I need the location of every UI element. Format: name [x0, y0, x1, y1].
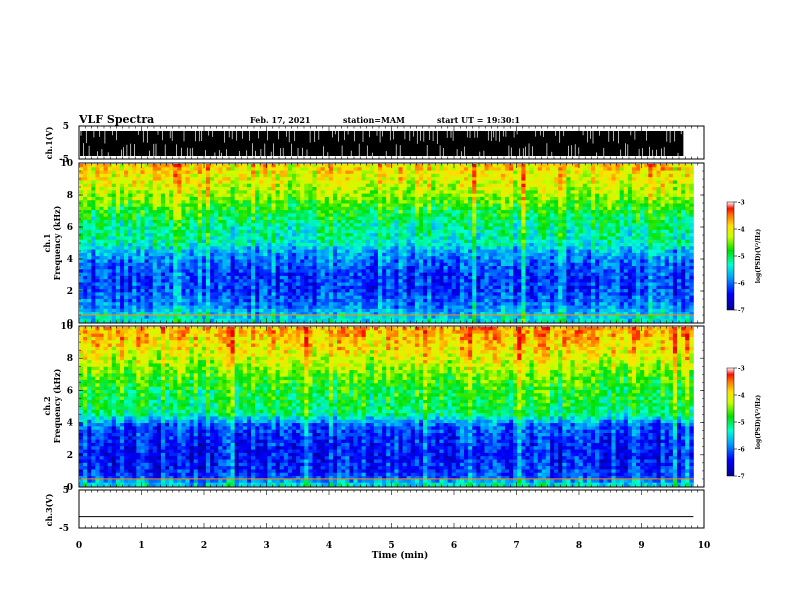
figure-title: VLF Spectra — [79, 113, 155, 126]
ch1-spec-ylabel-frequency: Frequency (kHz) — [52, 205, 62, 280]
x-tick-label: 6 — [451, 541, 457, 551]
colorbar-tick-label: -4 — [738, 227, 745, 234]
colorbar-tick-label: -7 — [738, 474, 745, 481]
colorbar-tick-label: -3 — [738, 366, 745, 373]
ch2-colorbar-label: log(PSD)(V²/Hz) — [755, 395, 762, 450]
colorbar-tick-label: -4 — [738, 393, 745, 400]
start-time-label: start UT = 19:30:1 — [437, 115, 521, 125]
x-axis-label: Time (min) — [372, 550, 429, 561]
y-tick-label: 6 — [67, 223, 73, 233]
colorbar-tick-label: -6 — [738, 281, 745, 288]
ch2-spec-ylabel-channel: ch.2 — [42, 396, 52, 415]
y-tick-label: 4 — [67, 255, 73, 265]
ch3-ylabel: ch.3(V) — [44, 493, 54, 526]
y-tick-label: 4 — [67, 419, 73, 429]
ch1-colorbar — [726, 201, 735, 311]
x-tick-label: 7 — [513, 541, 519, 551]
x-tick-label: 10 — [698, 541, 711, 551]
ch1-spectrogram-image — [79, 164, 694, 323]
y-tick-label: 5 — [63, 486, 69, 496]
y-tick-label: 0 — [67, 319, 73, 329]
x-tick-label: 4 — [326, 541, 332, 551]
x-tick-label: 2 — [201, 541, 207, 551]
y-tick-label: 5 — [63, 122, 69, 132]
y-tick-label: 10 — [60, 159, 73, 169]
y-tick-label: -5 — [59, 155, 69, 165]
x-tick-label: 3 — [263, 541, 269, 551]
ch1-spec-ylabel-channel: ch.1 — [42, 233, 52, 252]
colorbar-tick-label: -5 — [738, 420, 745, 427]
x-tick-label: 9 — [638, 541, 644, 551]
colorbar-tick-label: -7 — [738, 308, 745, 315]
y-tick-label: 2 — [67, 451, 73, 461]
colorbar-ticks: -3 -4 -5 -6 -7 -3 -4 -5 -6 -7 — [734, 200, 745, 481]
station-label: station=MAM — [343, 115, 405, 125]
colorbar-tick-label: -5 — [738, 254, 745, 261]
x-tick-label: 5 — [388, 541, 394, 551]
date-label: Feb. 17, 2021 — [250, 115, 311, 125]
colorbar-tick-label: -6 — [738, 447, 745, 454]
ch1-ylabel: ch.1(V) — [44, 126, 54, 159]
colorbar-tick-label: -3 — [738, 200, 745, 207]
y-tick-label: -5 — [59, 524, 69, 534]
y-tick-label: 6 — [67, 386, 73, 396]
x-tick-label: 8 — [576, 541, 582, 551]
y-tick-label: 2 — [67, 287, 73, 297]
x-tick-label: 1 — [138, 541, 144, 551]
ch2-colorbar — [726, 367, 735, 477]
ch1-waveform-trace — [80, 131, 684, 156]
ch3-waveform-panel — [78, 489, 705, 529]
y-tick-label: 8 — [67, 191, 73, 201]
ch1-colorbar-label: log(PSD)(V²/Hz) — [755, 229, 762, 284]
y-tick-label: 8 — [67, 354, 73, 364]
y-tick-label: 0 — [67, 483, 73, 493]
x-tick-label: 0 — [76, 541, 82, 551]
ch2-spectrogram-image — [79, 327, 694, 487]
ch2-spec-ylabel-frequency: Frequency (kHz) — [52, 368, 62, 443]
y-tick-label: 10 — [60, 322, 73, 332]
